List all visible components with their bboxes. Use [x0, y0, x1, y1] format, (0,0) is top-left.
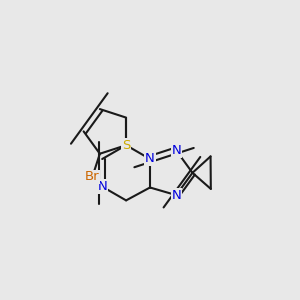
Text: Br: Br [85, 170, 100, 183]
Text: N: N [145, 152, 155, 166]
Text: N: N [171, 189, 181, 202]
Text: N: N [171, 144, 181, 157]
Text: S: S [122, 139, 130, 152]
Text: N: N [97, 180, 107, 193]
